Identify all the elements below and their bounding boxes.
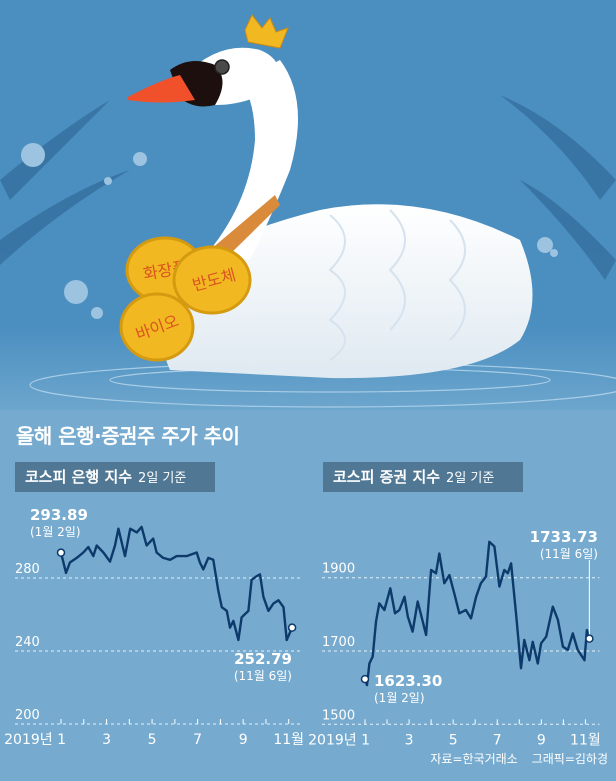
credit: 그래픽=김하경 [531,752,608,766]
annotation-value: 293.89 [30,506,88,524]
y-tick-label: 1500 [322,708,355,723]
annotation-value: 252.79 [234,650,292,668]
x-tick-label: 5 [449,732,458,748]
x-tick-label: 3 [102,732,111,748]
endpoint-marker [56,548,66,557]
y-tick-label: 1900 [322,562,355,577]
swan-icon [128,14,533,379]
securities-chart-subtitle: 2일 기준 [446,471,495,486]
x-tick-label: 7 [193,732,202,748]
securities-chart-title: 코스피 증권 지수 [333,468,441,486]
bubbles-icon [21,143,558,319]
endpoint-marker [585,634,594,643]
y-tick-label: 1700 [322,635,355,650]
bank-chart-header: 코스피 은행 지수 2일 기준 [15,462,215,492]
y-tick-label: 280 [15,562,40,577]
x-tick-label: 3 [405,732,414,748]
securities-chart-header: 코스피 증권 지수 2일 기준 [323,462,523,492]
page-title: 올해 은행·증권주 주가 추이 [16,424,240,448]
series-line [363,540,591,687]
endpoint-marker [287,623,297,632]
x-tick-label: 5 [148,732,157,748]
reeds-icon [0,95,616,280]
x-tick-label: 9 [537,732,546,748]
annotation-value: 1623.30 [374,672,442,690]
x-tick-label: 11월 [570,732,601,748]
y-tick-label: 200 [15,708,40,723]
source-credit: 자료=한국거래소 그래픽=김하경 [416,750,608,767]
x-tick-label: 2019년 1 [4,732,66,748]
source: 자료=한국거래소 [430,752,518,766]
x-tick-label: 11월 [273,732,304,748]
coin-bio: 바이오 [119,292,195,362]
endpoint-marker [360,674,370,684]
bank-chart-subtitle: 2일 기준 [138,471,187,486]
annotation-date: (11월 6일) [540,547,598,561]
annotation-date: (11월 6일) [234,669,292,683]
x-tick-label: 2019년 1 [308,732,370,748]
y-tick-label: 240 [15,635,40,650]
swan-illustration: 화장품 반도체 바이오 [0,0,616,410]
annotation-date: (1월 2일) [374,691,425,705]
series-line [59,525,294,642]
x-tick-label: 7 [493,732,502,748]
bank-chart-title: 코스피 은행 지수 [25,468,133,486]
annotation-value: 1733.73 [530,528,598,546]
x-tick-label: 9 [239,732,248,748]
coin-semiconductor: 반도체 [172,245,252,315]
annotation-date: (1월 2일) [30,525,81,539]
